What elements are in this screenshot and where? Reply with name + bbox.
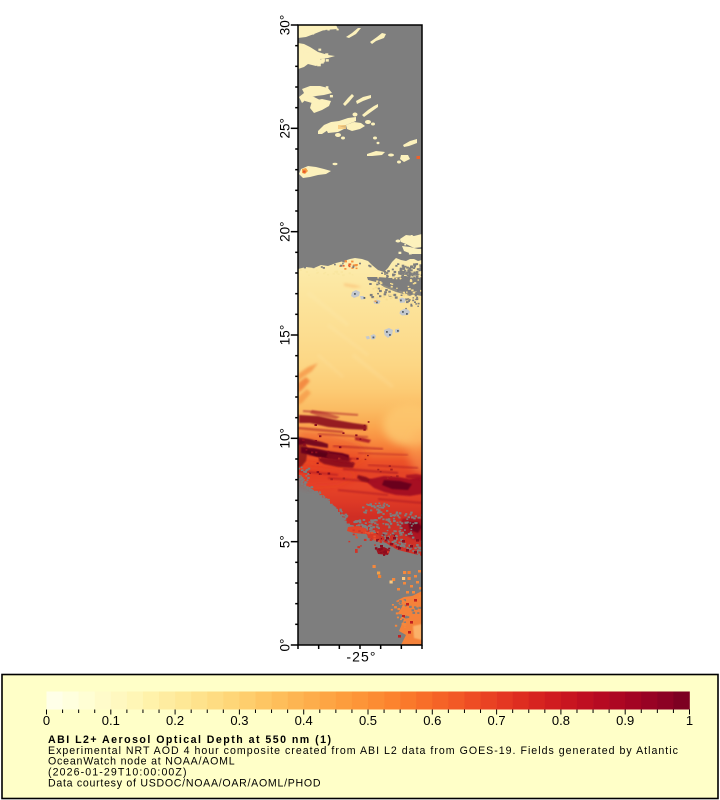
svg-text:0.8: 0.8 bbox=[552, 713, 570, 728]
svg-text:0.7: 0.7 bbox=[488, 713, 506, 728]
svg-text:15°: 15° bbox=[278, 325, 293, 345]
svg-text:0.5: 0.5 bbox=[359, 713, 377, 728]
svg-text:1: 1 bbox=[686, 713, 693, 728]
svg-text:20°: 20° bbox=[278, 221, 293, 241]
svg-text:ABI L2+ Aerosol Optical Depth: ABI L2+ Aerosol Optical Depth at 550 nm … bbox=[48, 734, 332, 746]
svg-text:0: 0 bbox=[43, 713, 50, 728]
svg-text:-25°: -25° bbox=[346, 649, 376, 665]
svg-text:10°: 10° bbox=[278, 428, 293, 448]
svg-text:0°: 0° bbox=[278, 639, 293, 652]
svg-text:0.3: 0.3 bbox=[230, 713, 248, 728]
svg-text:(2026-01-29T10:00:00Z): (2026-01-29T10:00:00Z) bbox=[48, 766, 188, 778]
svg-text:Experimental NRT AOD 4 hour co: Experimental NRT AOD 4 hour composite cr… bbox=[48, 745, 679, 757]
svg-text:Data courtesy of USDOC/NOAA/OA: Data courtesy of USDOC/NOAA/OAR/AOML/PHO… bbox=[48, 777, 321, 789]
svg-text:0.4: 0.4 bbox=[295, 713, 313, 728]
svg-text:OceanWatch node at NOAA/AOML: OceanWatch node at NOAA/AOML bbox=[48, 756, 235, 768]
svg-text:0.9: 0.9 bbox=[616, 713, 634, 728]
svg-text:0.2: 0.2 bbox=[166, 713, 184, 728]
svg-text:25°: 25° bbox=[278, 118, 293, 138]
svg-text:5°: 5° bbox=[278, 535, 293, 548]
svg-text:0.6: 0.6 bbox=[423, 713, 441, 728]
svg-text:30°: 30° bbox=[278, 15, 293, 35]
svg-text:0.1: 0.1 bbox=[102, 713, 120, 728]
